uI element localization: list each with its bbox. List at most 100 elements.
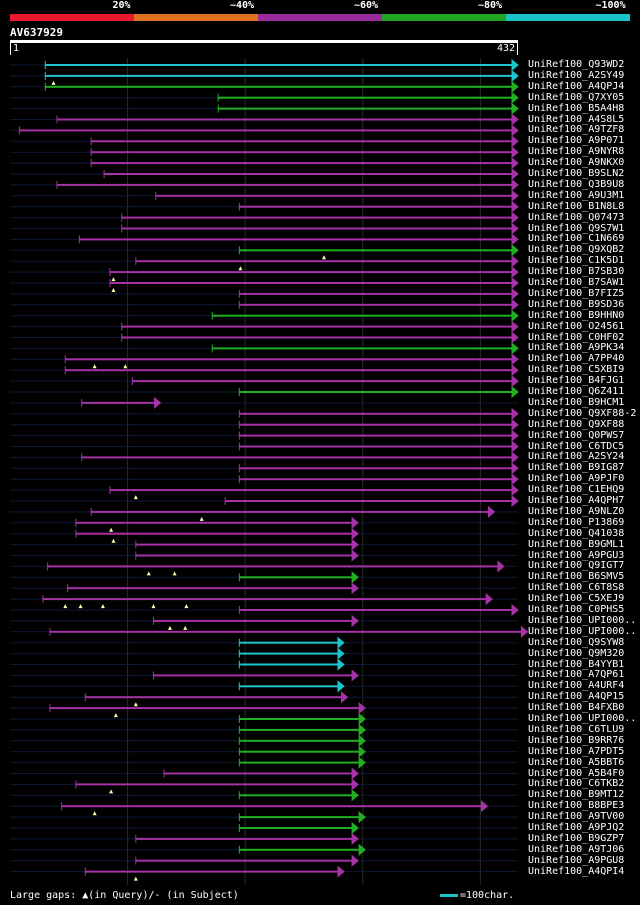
hit-label[interactable]: UniRef100_A5BBT6 [528, 756, 625, 768]
hit-label[interactable]: UniRef100_A4QP15 [528, 691, 625, 703]
hit-label[interactable]: UniRef100_A7PDT5 [528, 745, 625, 757]
hit-label[interactable]: UniRef100_C6TKB2 [528, 778, 625, 790]
hit-label[interactable]: UniRef100_Q0PWS7 [528, 429, 625, 441]
hit-label[interactable]: UniRef100_A9PGU8 [528, 854, 625, 866]
hit-label[interactable]: UniRef100_B4FXB0 [528, 702, 625, 714]
hit-arrowhead [337, 680, 345, 693]
hit-label[interactable]: UniRef100_B9IG87 [528, 462, 625, 474]
hit-arrowhead [511, 298, 519, 311]
hit-label[interactable]: UniRef100_B9GZP7 [528, 832, 625, 844]
hit-label[interactable]: UniRef100_A9P071 [528, 135, 625, 147]
hit-label[interactable]: UniRef100_C6TLU9 [528, 723, 625, 735]
hit-label[interactable]: UniRef100_A9PK34 [528, 342, 625, 354]
hit-label[interactable]: UniRef100_B9MT12 [528, 789, 625, 801]
hit-label[interactable]: UniRef100_A9PJF0 [528, 473, 625, 485]
hit-label[interactable]: UniRef100_A7QP61 [528, 669, 625, 681]
hit-label[interactable]: UniRef100_Q6Z411 [528, 386, 625, 397]
hit-label[interactable]: UniRef100_B5A4H8 [528, 102, 625, 114]
hit-arrowhead [351, 582, 359, 595]
hit-bar [45, 85, 513, 88]
hit-label[interactable]: UniRef100_A9TJ06 [528, 843, 625, 855]
hit-label[interactable]: UniRef100_B4FJG1 [528, 375, 625, 387]
hit-bar [218, 107, 512, 110]
hit-label[interactable]: UniRef100_A4QPJ4 [528, 80, 625, 92]
hit-label[interactable]: UniRef100_A2SY49 [528, 69, 625, 81]
hit-label[interactable]: UniRef100_A9PJQ2 [528, 822, 625, 833]
hit-label[interactable]: UniRef100_C1EHQ9 [528, 484, 625, 496]
hit-label[interactable]: UniRef100_Q41038 [528, 527, 625, 539]
hit-arrowhead [351, 767, 359, 780]
hit-arrowhead [337, 658, 345, 671]
hit-label[interactable]: UniRef100_A9U3M1 [528, 189, 625, 201]
hit-label[interactable]: UniRef100_A7PP40 [528, 353, 625, 365]
hit-label[interactable]: UniRef100_Q9SYW8 [528, 636, 625, 648]
hit-label[interactable]: UniRef100_A4QPI4 [528, 865, 625, 877]
hit-label[interactable]: UniRef100_A4URF4 [528, 680, 625, 692]
hit-label[interactable]: UniRef100_B7FIZ5 [528, 287, 625, 299]
hit-arrowhead [351, 527, 359, 540]
hit-label[interactable]: UniRef100_Q9M320 [528, 647, 625, 659]
query-gap-marker [109, 789, 114, 794]
hit-label[interactable]: UniRef100_P13869 [528, 516, 625, 528]
hit-label[interactable]: UniRef100_Q07473 [528, 211, 625, 223]
hit-label[interactable]: UniRef100_Q9IGT7 [528, 560, 625, 572]
hit-label[interactable]: UniRef100_B9RR76 [528, 734, 625, 746]
hit-label[interactable]: UniRef100_C1K5D1 [528, 255, 625, 267]
hit-bar [81, 401, 155, 404]
legend-label: ~60% [354, 0, 379, 11]
hit-bar [121, 216, 513, 219]
hit-label[interactable]: UniRef100_Q7XY05 [528, 91, 625, 103]
hit-label[interactable]: UniRef100_B6SMV5 [528, 571, 625, 583]
hit-label[interactable]: UniRef100_B9HHN0 [528, 309, 625, 321]
hit-label[interactable]: UniRef100_C6T8S8 [528, 582, 625, 594]
hit-label[interactable]: UniRef100_Q9S7W1 [528, 222, 625, 234]
hit-label[interactable]: UniRef100_C0HF02 [528, 331, 625, 343]
hit-label[interactable]: UniRef100_UPI000.. [528, 625, 637, 637]
hit-bar [75, 532, 353, 535]
hit-label[interactable]: UniRef100_Q3B9U8 [528, 178, 625, 190]
hit-label[interactable]: UniRef100_A9NLZ0 [528, 505, 625, 517]
hit-label[interactable]: UniRef100_C1N669 [528, 233, 625, 245]
hit-label[interactable]: UniRef100_B7SAW1 [528, 277, 625, 288]
hit-label[interactable]: UniRef100_A9TZF8 [528, 124, 625, 136]
hit-bar [65, 369, 512, 372]
hit-label[interactable]: UniRef100_UPI000.. [528, 713, 637, 724]
hit-arrowhead [511, 189, 519, 202]
hit-label[interactable]: UniRef100_A9TV00 [528, 811, 625, 823]
hit-label[interactable]: UniRef100_B7SB30 [528, 266, 625, 278]
hit-label[interactable]: UniRef100_B9SD36 [528, 298, 625, 310]
hit-label[interactable]: UniRef100_A2SY24 [528, 451, 625, 463]
hit-bar [45, 74, 513, 77]
hit-label[interactable]: UniRef100_A5B4F0 [528, 767, 625, 779]
hit-label[interactable]: UniRef100_Q93WD2 [528, 59, 625, 70]
hit-label[interactable]: UniRef100_A9NYR8 [528, 146, 625, 158]
hit-label[interactable]: UniRef100_O24561 [528, 320, 625, 332]
hit-label[interactable]: UniRef100_C5XBI9 [528, 364, 625, 376]
hit-arrowhead [340, 691, 349, 704]
hit-label[interactable]: UniRef100_B1N8L8 [528, 200, 625, 212]
hit-arrowhead [511, 385, 519, 399]
hit-label[interactable]: UniRef100_B9HCM1 [528, 396, 625, 408]
query-gap-marker [321, 255, 326, 260]
hit-label[interactable]: UniRef100_Q9XF88 [528, 418, 625, 430]
hit-label[interactable]: UniRef100_C5XEJ9 [528, 593, 625, 605]
hit-label[interactable]: UniRef100_Q9XQB2 [528, 244, 625, 256]
hit-label[interactable]: UniRef100_C6TDC5 [528, 440, 625, 452]
hit-label[interactable]: UniRef100_A4QPH7 [528, 495, 625, 506]
hit-label[interactable]: UniRef100_UPI000.. [528, 614, 637, 626]
hit-label[interactable]: UniRef100_A9PGU3 [528, 549, 625, 561]
hit-label[interactable]: UniRef100_C0PHS5 [528, 604, 625, 615]
hit-arrowhead [511, 69, 519, 82]
hit-arrowhead [511, 364, 519, 377]
hit-label[interactable]: UniRef100_B4YYB1 [528, 658, 625, 670]
hit-bar [91, 162, 512, 165]
hit-label[interactable]: UniRef100_A9NKX0 [528, 157, 625, 169]
hit-label[interactable]: UniRef100_A4S8L5 [528, 113, 625, 125]
hit-label[interactable]: UniRef100_B9SLN2 [528, 168, 625, 179]
hit-label[interactable]: UniRef100_Q9XF88-2 [528, 407, 637, 419]
hit-bar [85, 870, 338, 873]
hit-label[interactable]: UniRef100_B8BPE3 [528, 800, 625, 812]
hit-label[interactable]: UniRef100_B9GML1 [528, 538, 625, 550]
hit-arrowhead [511, 124, 519, 137]
hit-bar [65, 358, 512, 361]
